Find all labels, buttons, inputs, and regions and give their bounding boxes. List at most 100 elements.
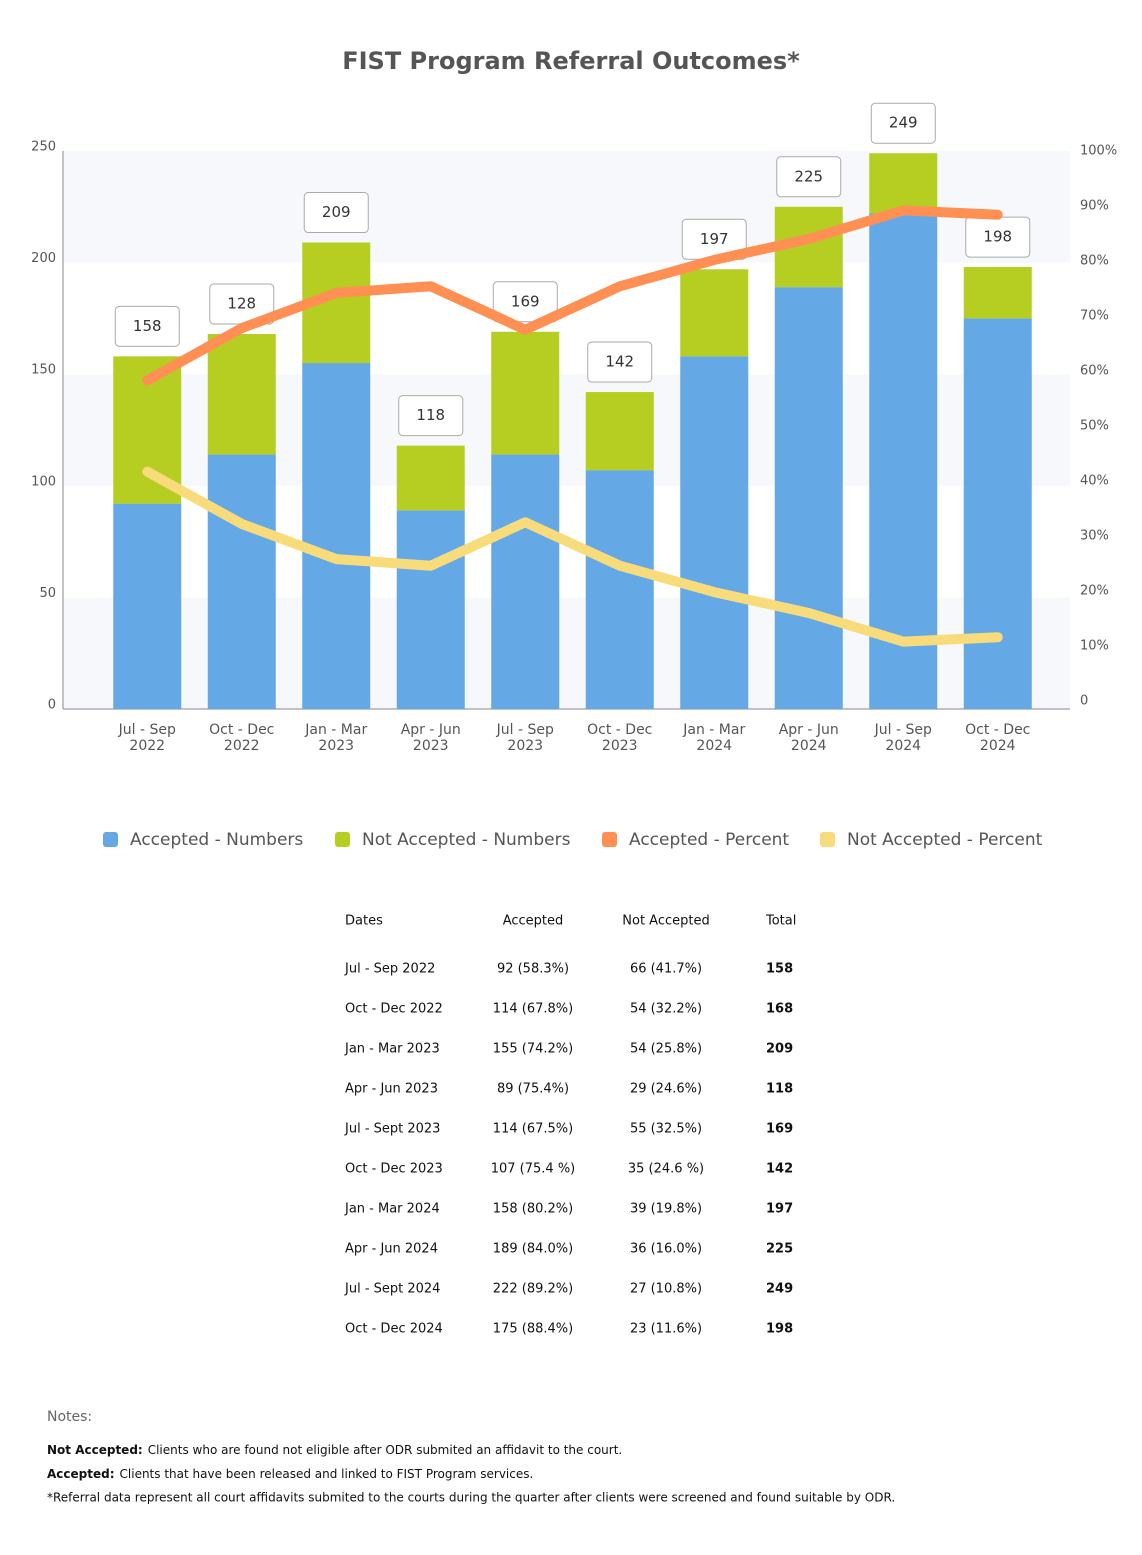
total-label: 169: [511, 292, 540, 310]
legend-label: Accepted - Numbers: [130, 830, 303, 850]
table-cell: Oct - Dec 2023: [345, 1162, 443, 1177]
bar: [585, 392, 654, 471]
x-tick-label: 2023: [318, 738, 354, 754]
bar: [113, 503, 182, 709]
table-cell: Apr - Jun 2023: [345, 1082, 438, 1097]
x-tick-label: Jan - Mar: [682, 722, 745, 738]
legend-label: Not Accepted - Percent: [847, 830, 1043, 850]
total-label-box: [303, 192, 369, 234]
table-cell: Jul - Sept 2024: [344, 1282, 440, 1297]
table-cell: 89 (75.4%): [497, 1082, 569, 1097]
table-cell: 114 (67.5%): [493, 1122, 573, 1137]
bar: [491, 454, 560, 709]
table-header: Not Accepted: [622, 914, 709, 929]
legend-swatch: [335, 832, 350, 847]
table-cell: 23 (11.6%): [630, 1322, 702, 1337]
table-cell: Jul - Sept 2023: [344, 1122, 440, 1137]
bar: [680, 269, 749, 357]
total-label: 142: [605, 353, 634, 371]
x-tick-label: 2024: [696, 738, 732, 754]
table-header: Accepted: [503, 914, 564, 929]
table-cell: 39 (19.8%): [630, 1202, 702, 1217]
legend-label: Accepted - Percent: [629, 830, 789, 850]
total-label-box: [492, 281, 558, 323]
table-cell: 142: [766, 1162, 793, 1177]
table-cell: 209: [766, 1042, 793, 1057]
x-tick-label: 2023: [507, 738, 543, 754]
bar: [396, 510, 465, 709]
table-cell: 114 (67.8%): [493, 1002, 573, 1017]
y-tick-label: 0: [48, 698, 56, 713]
table-cell: 27 (10.8%): [630, 1282, 702, 1297]
bar: [869, 213, 938, 709]
y2-tick-label: 0: [1080, 694, 1088, 709]
bar: [680, 356, 749, 709]
y2-tick-label: 10%: [1080, 639, 1109, 654]
note-label: Accepted:: [47, 1467, 115, 1481]
bar: [963, 267, 1032, 319]
x-tick-label: 2022: [224, 738, 260, 754]
x-tick-label: 2023: [602, 738, 638, 754]
table-header: Total: [765, 914, 796, 929]
y2-tick-label: 80%: [1080, 254, 1109, 269]
y2-tick-label: 70%: [1080, 309, 1109, 324]
y2-tick-label: 40%: [1080, 474, 1109, 489]
total-label-box: [776, 156, 842, 198]
table-cell: Jul - Sep 2022: [344, 962, 435, 977]
total-label-box: [870, 102, 936, 144]
table-cell: 54 (32.2%): [630, 1002, 702, 1017]
x-tick-label: 2024: [980, 738, 1016, 754]
total-label: 209: [322, 203, 351, 221]
table-cell: 169: [766, 1122, 793, 1137]
x-tick-label: Oct - Dec: [209, 722, 274, 738]
line-series: [142, 466, 1003, 647]
x-tick-label: Jul - Sep: [118, 722, 176, 738]
chart-title: FIST Program Referral Outcomes*: [342, 47, 800, 75]
total-label-box: [114, 305, 180, 347]
legend-swatch: [103, 832, 118, 847]
y2-tick-label: 90%: [1080, 199, 1109, 214]
note-text: Clients who are found not eligible after…: [148, 1443, 623, 1457]
bar: [207, 334, 276, 455]
table-cell: 36 (16.0%): [630, 1242, 702, 1257]
y-tick-label: 200: [31, 251, 56, 266]
total-label: 158: [133, 317, 162, 335]
table-header: Dates: [345, 914, 383, 929]
table-cell: 225: [766, 1242, 793, 1257]
y-tick-label: 50: [39, 586, 56, 601]
x-tick-label: 2024: [885, 738, 921, 754]
total-label: 249: [889, 114, 918, 132]
x-tick-label: Oct - Dec: [965, 722, 1030, 738]
table-cell: Apr - Jun 2024: [345, 1242, 438, 1257]
table-cell: 158: [766, 962, 793, 977]
table-cell: 189 (84.0%): [493, 1242, 573, 1257]
table-cell: Jan - Mar 2023: [344, 1042, 440, 1057]
table-cell: 249: [766, 1282, 793, 1297]
bar: [491, 331, 560, 455]
y-tick-label: 250: [31, 140, 56, 155]
total-label: 128: [227, 295, 256, 313]
legend-swatch: [602, 832, 617, 847]
table-cell: 29 (24.6%): [630, 1082, 702, 1097]
bar: [774, 287, 843, 709]
table-cell: 66 (41.7%): [630, 962, 702, 977]
table-cell: 92 (58.3%): [497, 962, 569, 977]
x-tick-label: 2024: [791, 738, 827, 754]
y2-tick-label: 60%: [1080, 364, 1109, 379]
x-tick-label: 2022: [129, 738, 165, 754]
table-cell: 107 (75.4 %): [491, 1162, 576, 1177]
table-cell: 175 (88.4%): [493, 1322, 573, 1337]
legend-swatch: [820, 832, 835, 847]
legend-label: Not Accepted - Numbers: [362, 830, 571, 850]
x-tick-label: Jul - Sep: [496, 722, 554, 738]
table-cell: 197: [766, 1202, 793, 1217]
note-text: Clients that have been released and link…: [120, 1467, 534, 1481]
table-cell: 35 (24.6 %): [628, 1162, 704, 1177]
y2-tick-label: 30%: [1080, 529, 1109, 544]
total-label: 197: [700, 230, 729, 248]
x-tick-label: 2023: [413, 738, 449, 754]
table-cell: 158 (80.2%): [493, 1202, 573, 1217]
total-label: 225: [794, 167, 823, 185]
bar: [869, 153, 938, 214]
